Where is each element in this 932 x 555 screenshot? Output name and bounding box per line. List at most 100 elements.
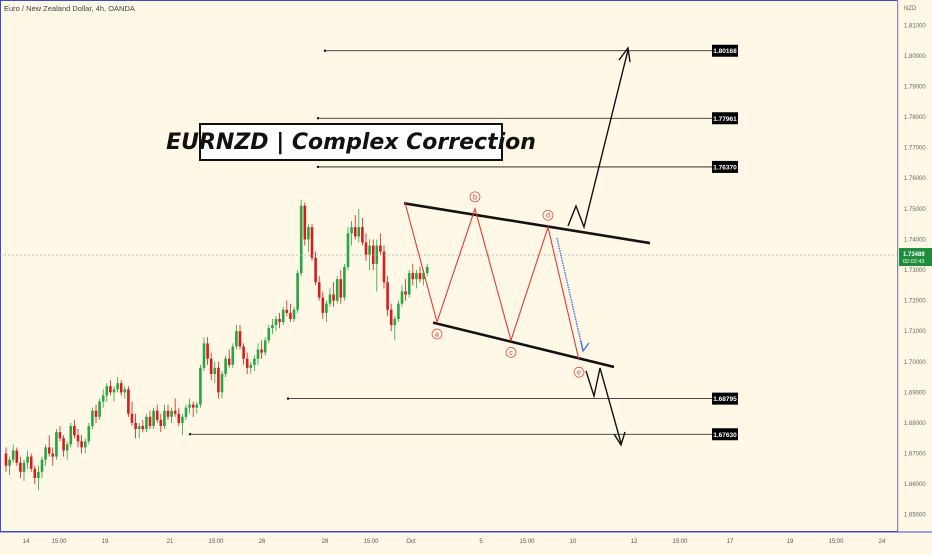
candle-body — [184, 407, 188, 417]
candle-body — [51, 453, 55, 457]
wave-label-c: c — [509, 350, 513, 357]
candle-body — [292, 309, 296, 319]
candle-body — [148, 416, 152, 426]
candle-body — [69, 426, 73, 445]
candle-body — [4, 453, 8, 466]
candle-body — [217, 367, 220, 393]
candle-body — [112, 389, 116, 393]
bearish-arrowhead — [613, 431, 626, 447]
price-tick-label: 1.66000 — [904, 482, 926, 488]
candle-body — [177, 413, 181, 423]
candle-body — [206, 343, 209, 359]
candle-body — [386, 282, 389, 310]
candle-body — [73, 426, 76, 436]
candle-body — [238, 331, 242, 347]
candle-body — [166, 410, 170, 417]
wave-label-circle — [542, 209, 554, 221]
price-tick-label: 1.68000 — [904, 421, 926, 427]
bullish-arrowhead — [618, 46, 631, 63]
candle-body — [263, 340, 267, 353]
candle-body — [145, 416, 148, 430]
current-price-value: 1.73489 — [903, 252, 925, 258]
current-price-tag — [899, 248, 932, 267]
price-level-box — [712, 160, 738, 173]
current-price-countdown: 02:02:43 — [903, 259, 924, 265]
candle-body — [137, 426, 141, 430]
blue-projection-line — [556, 237, 584, 352]
candle-body — [393, 318, 397, 326]
candle-body — [105, 386, 109, 396]
price-tick-label: 1.74000 — [904, 237, 926, 243]
candle-body — [29, 456, 33, 469]
candles — [4, 199, 429, 491]
candle-body — [11, 450, 15, 460]
candle-body — [101, 395, 105, 402]
time-tick-label: 12 — [631, 539, 638, 545]
candle-body — [425, 266, 429, 274]
plot-frame — [0, 0, 898, 532]
candle-body — [379, 245, 382, 252]
price-level-box — [712, 392, 738, 405]
wave-label-a: a — [435, 332, 439, 339]
candle-body — [181, 416, 184, 423]
candle-body — [37, 471, 40, 478]
candle-body — [47, 447, 51, 454]
candle-body — [415, 273, 418, 280]
candle-body — [109, 386, 112, 393]
time-tick-label: 15:00 — [363, 539, 379, 545]
candle-body — [397, 303, 400, 319]
candle-body — [422, 273, 425, 280]
channel-lower-line — [432, 322, 615, 369]
candle-body — [271, 325, 274, 329]
candle-body — [62, 438, 65, 451]
price-tick-label: 1.80000 — [904, 54, 926, 60]
time-tick-label: 5 — [479, 539, 483, 545]
price-level-value: 1.77961 — [713, 116, 737, 123]
candle-body — [173, 410, 177, 414]
candle-body — [19, 462, 22, 472]
candle-body — [94, 410, 98, 417]
candle-body — [159, 419, 163, 426]
currency-label: NZD — [904, 6, 917, 12]
candle-body — [152, 410, 155, 426]
candle-body — [361, 227, 364, 243]
candle-body — [375, 245, 379, 264]
candle-body — [303, 205, 307, 240]
price-level-value: 1.68795 — [713, 396, 737, 403]
price-axis: NZD 1.81000 1.80000 1.79000 1.78000 1.77000 1.… — [897, 0, 932, 532]
bearish-path — [585, 367, 622, 444]
candle-body — [91, 410, 94, 426]
candle-body — [134, 422, 137, 430]
candle-body — [213, 367, 217, 374]
candle-body — [371, 245, 375, 264]
price-level-value: 1.80168 — [713, 48, 737, 55]
candle-body — [267, 328, 271, 341]
price-tick-label: 1.71000 — [904, 329, 926, 335]
candle-body — [335, 279, 339, 301]
candle-body — [220, 374, 224, 393]
candle-body — [274, 318, 278, 326]
time-tick-label: 15:00 — [51, 539, 67, 545]
candle-body — [65, 444, 69, 451]
time-tick-label: 10 — [570, 539, 577, 545]
candle-body — [130, 413, 134, 423]
candle-body — [195, 404, 199, 408]
candle-body — [98, 401, 101, 417]
blue-arrowhead — [580, 340, 590, 353]
candle-body — [299, 205, 303, 274]
price-level-box — [712, 44, 738, 57]
wave-label-circle — [431, 328, 443, 340]
time-tick-label: 24 — [879, 539, 886, 545]
price-level-anchor — [323, 49, 327, 52]
candle-body — [321, 297, 325, 313]
projection-arrows — [556, 46, 631, 447]
candle-body — [199, 367, 202, 405]
candle-body — [310, 227, 314, 258]
title-box: EURNZD | Complex Correction — [166, 123, 536, 161]
bullish-path — [567, 49, 629, 230]
candle-body — [40, 459, 44, 472]
candle-body — [382, 251, 386, 283]
candle-body — [364, 242, 368, 255]
candle-body — [116, 383, 119, 390]
